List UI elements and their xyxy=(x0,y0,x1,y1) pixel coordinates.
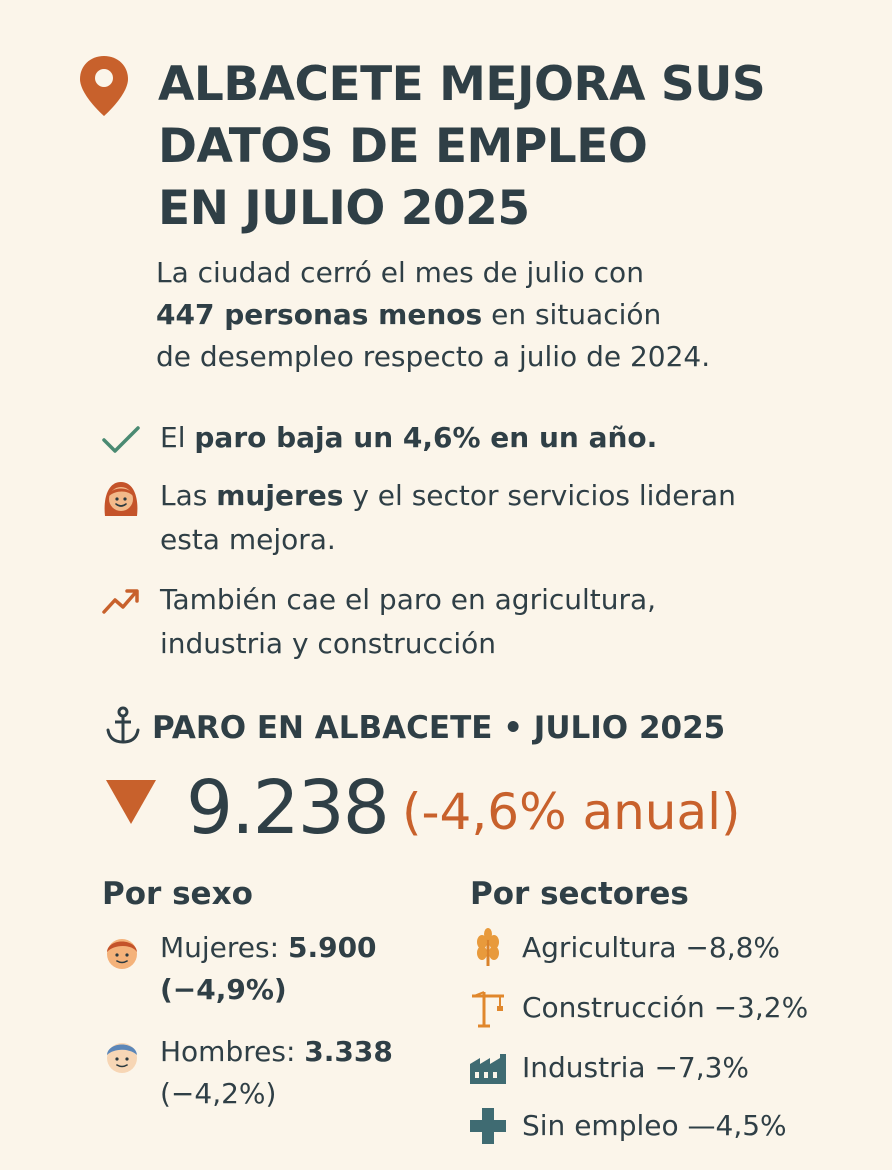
title-line-1: ALBACETE MEJORA SUS xyxy=(158,57,766,112)
factory-icon xyxy=(470,1054,506,1084)
by-sex-title: Por sexo xyxy=(102,876,253,912)
intro-highlight: 447 personas menos xyxy=(156,298,483,331)
bullet-2-line-2: esta mejora. xyxy=(160,523,336,556)
woman-icon xyxy=(104,482,138,516)
intro-line-3: de desempleo respecto a julio de 2024. xyxy=(156,340,711,373)
bullet-sectores: También cae el paro en agricultura, indu… xyxy=(160,578,840,666)
women-change-value: (−4,9%) xyxy=(160,973,287,1006)
men-value: 3.338 xyxy=(304,1035,393,1068)
bullet-2-post: y el sector servicios lideran xyxy=(343,479,736,512)
sector-sin-empleo: Sin empleo —4,5% xyxy=(522,1109,787,1142)
sector-industria: Industria −7,3% xyxy=(522,1051,750,1084)
intro-line-2: 447 personas menos en situación xyxy=(156,294,836,336)
sector-agricultura: Agricultura −8,8% xyxy=(522,931,781,964)
women-value: 5.900 xyxy=(287,931,377,964)
title-line-3: EN JULIO 2025 xyxy=(158,181,530,236)
bullet-1-pre: El xyxy=(160,421,195,454)
plus-icon xyxy=(470,1108,506,1144)
man-face-icon xyxy=(107,1043,137,1073)
stats-heading-text: PARO EN ALBACETE • JULIO 2025 xyxy=(152,710,726,746)
map-pin-icon xyxy=(80,56,128,116)
bullet-2-bold: mujeres xyxy=(216,479,344,512)
crane-icon xyxy=(472,991,504,1028)
bullet-2-pre: Las xyxy=(160,479,217,512)
check-icon xyxy=(102,426,140,453)
bullet-3-line-2: industria y construcción xyxy=(160,627,496,660)
women-change: (−4,9%) xyxy=(160,970,287,1010)
intro-line-1: La ciudad cerró el mes de julio con xyxy=(156,256,644,289)
men-change: (−4,2%) xyxy=(160,1077,277,1110)
bullet-1-bold: paro baja un 4,6% en un año. xyxy=(194,421,658,454)
bullet-3-line-1: También cae el paro en agricultura, xyxy=(160,583,657,616)
women-label: Mujeres: xyxy=(160,931,288,964)
page-title: ALBACETE MEJORA SUS DATOS DE EMPLEO EN J… xyxy=(158,54,858,240)
down-triangle-icon xyxy=(106,780,156,824)
anchor-icon xyxy=(106,706,140,744)
sector-construccion: Construcción −3,2% xyxy=(522,991,809,1024)
intro-line-2-rest: en situación xyxy=(482,298,662,331)
intro-paragraph: La ciudad cerró el mes de julio con 447 … xyxy=(156,252,836,378)
bullet-mujeres: Las mujeres y el sector servicios lidera… xyxy=(160,474,840,562)
title-line-2: DATOS DE EMPLEO xyxy=(158,119,648,174)
wheat-icon xyxy=(477,928,499,966)
total-unemployed: 9.238 xyxy=(186,765,390,851)
trend-icon xyxy=(102,589,139,614)
annual-change: (-4,6% anual) xyxy=(402,783,741,841)
women-row: Mujeres: 5.900 xyxy=(160,928,377,968)
men-label: Hombres: xyxy=(160,1035,305,1068)
bullet-paro: El paro baja un 4,6% en un año. xyxy=(160,416,840,460)
stats-heading: PARO EN ALBACETE • JULIO 2025 xyxy=(104,706,864,750)
by-sector-title: Por sectores xyxy=(470,876,689,912)
woman-face-icon xyxy=(107,939,137,969)
men-row: Hombres: 3.338 xyxy=(160,1032,393,1072)
